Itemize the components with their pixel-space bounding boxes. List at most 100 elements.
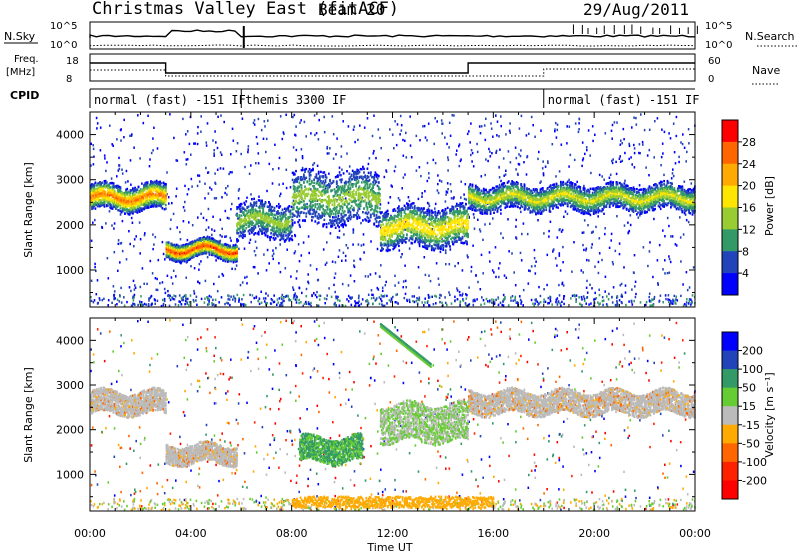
data-cell (91, 186, 93, 189)
data-cell (557, 300, 559, 304)
data-cell (587, 129, 590, 132)
data-cell (245, 213, 248, 217)
data-cell (594, 265, 596, 268)
data-cell (583, 299, 586, 302)
data-cell (444, 301, 447, 305)
data-cell (207, 245, 210, 248)
data-cell (658, 300, 660, 303)
data-cell (226, 257, 229, 261)
data-cell (159, 203, 161, 207)
data-cell (117, 191, 119, 194)
data-cell (164, 196, 167, 200)
data-cell (258, 302, 261, 306)
data-cell (515, 168, 517, 171)
data-cell (616, 303, 619, 306)
data-cell (292, 146, 295, 149)
data-cell (101, 192, 104, 195)
data-cell (498, 275, 500, 279)
data-cell (104, 194, 107, 198)
data-cell (224, 255, 227, 259)
data-cell (670, 177, 673, 180)
data-cell (278, 202, 280, 206)
data-cell (252, 207, 254, 210)
data-cell (190, 243, 193, 246)
data-cell (234, 259, 237, 263)
data-cell (273, 232, 276, 235)
data-cell (125, 258, 128, 261)
data-cell (197, 174, 199, 177)
data-cell (539, 294, 542, 298)
data-cell (582, 231, 585, 234)
data-cell (472, 213, 475, 216)
data-cell (102, 196, 105, 200)
data-cell (190, 153, 192, 156)
data-cell (110, 191, 113, 195)
data-cell (599, 302, 601, 305)
data-cell (386, 294, 388, 298)
data-cell (280, 226, 283, 229)
data-cell (409, 115, 411, 118)
data-cell (220, 255, 222, 258)
data-cell (272, 252, 275, 255)
data-cell (441, 304, 444, 308)
data-cell (205, 218, 208, 222)
data-cell (665, 297, 667, 301)
data-cell (154, 302, 156, 305)
data-cell (482, 299, 485, 302)
data-cell (186, 246, 188, 249)
data-cell (562, 245, 564, 249)
data-cell (597, 271, 600, 275)
data-cell (683, 303, 686, 306)
data-cell (533, 304, 535, 307)
data-cell (249, 212, 252, 215)
data-cell (224, 253, 227, 257)
data-cell (182, 296, 184, 299)
data-cell (326, 145, 329, 149)
data-cell (317, 138, 320, 141)
data-cell (90, 199, 92, 202)
data-cell (258, 195, 260, 198)
data-cell (174, 303, 177, 306)
data-cell (213, 154, 215, 157)
data-cell (186, 158, 189, 161)
data-cell (575, 298, 577, 301)
data-cell (426, 201, 429, 205)
data-cell (236, 248, 238, 251)
data-cell (623, 138, 625, 141)
data-cell (340, 155, 343, 158)
data-cell (426, 301, 429, 304)
data-cell (351, 296, 353, 299)
data-cell (154, 235, 157, 239)
data-cell (109, 194, 112, 197)
data-cell (199, 246, 202, 249)
data-cell (230, 248, 233, 251)
data-cell (239, 208, 242, 212)
data-cell (222, 244, 225, 248)
data-cell (125, 198, 127, 202)
data-cell (240, 214, 243, 217)
data-cell (133, 195, 135, 198)
data-cell (252, 205, 254, 208)
data-cell (289, 228, 292, 231)
data-cell (195, 249, 197, 253)
data-cell (111, 186, 114, 189)
data-cell (233, 253, 236, 256)
data-cell (212, 250, 214, 253)
data-cell (165, 254, 168, 257)
data-cell (116, 175, 118, 178)
data-cell (512, 299, 514, 302)
data-cell (640, 113, 642, 116)
data-cell (421, 192, 423, 195)
data-cell (424, 190, 426, 193)
data-cell (424, 136, 427, 139)
data-cell (155, 194, 158, 198)
data-cell (119, 193, 122, 196)
data-cell (394, 274, 396, 277)
data-cell (178, 257, 180, 260)
data-cell (199, 243, 202, 246)
data-cell (150, 205, 152, 208)
data-cell (589, 213, 592, 217)
data-cell (105, 199, 108, 202)
data-cell (112, 195, 115, 198)
data-cell (597, 260, 600, 264)
